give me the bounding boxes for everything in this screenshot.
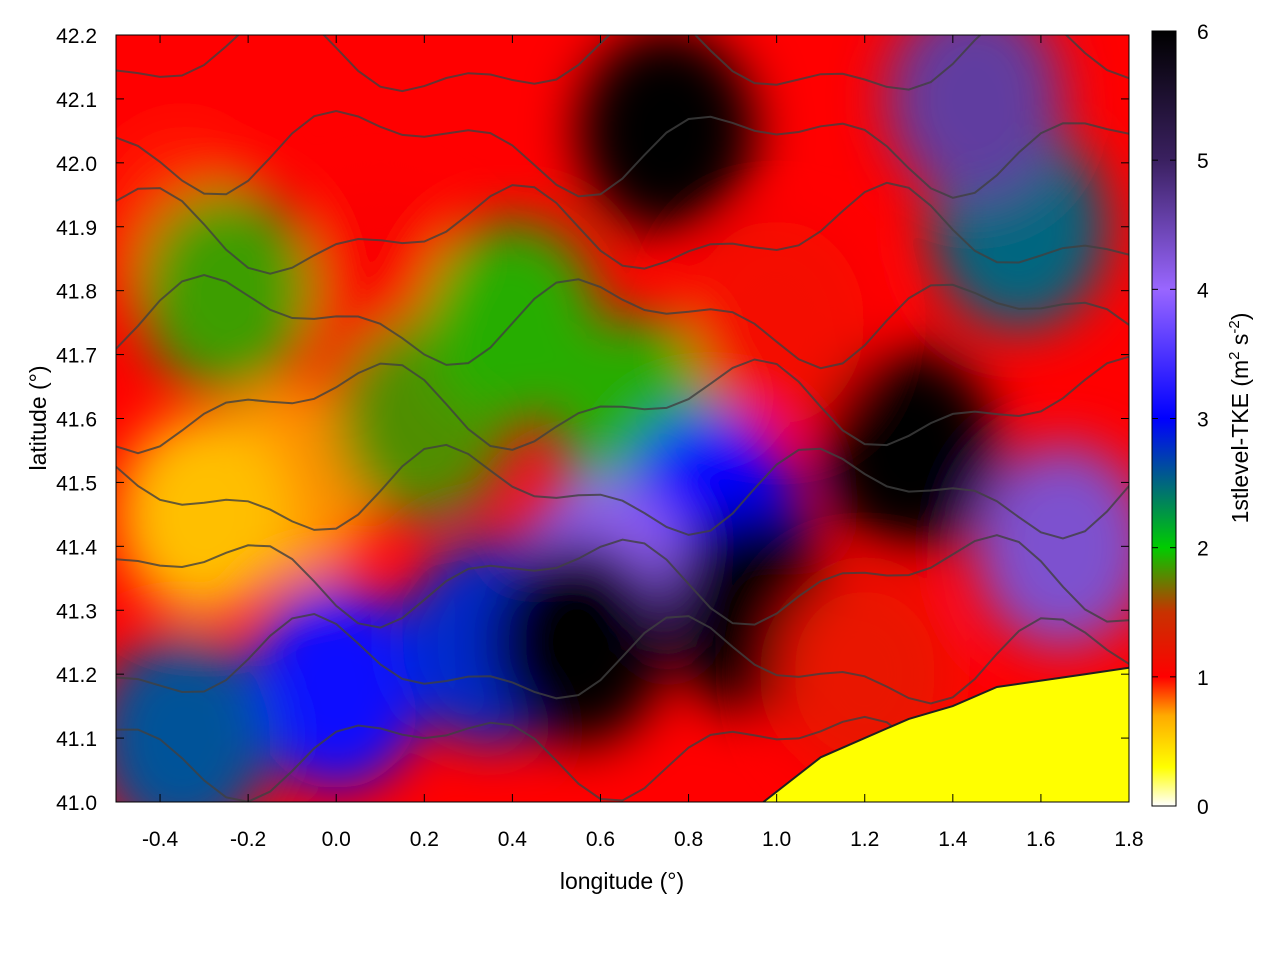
y-tick-label: 41.3	[56, 600, 97, 623]
field-region-10	[248, 584, 425, 790]
x-tick-label: 1.0	[762, 828, 791, 851]
field-region-18	[974, 444, 1129, 649]
y-tick-label: 41.5	[56, 472, 97, 495]
colorbar-title-sup2: -2	[1226, 320, 1243, 333]
y-tick-label: 41.9	[56, 217, 97, 240]
y-axis: 41.0 41.1 41.2 41.3 41.4 41.5 41.6 41.7 41.8 41.9…	[56, 25, 1129, 815]
y-tick-label: 42.1	[56, 89, 97, 112]
x-tick-label: 0.4	[498, 828, 528, 851]
x-tick-label: -0.2	[230, 828, 266, 851]
sea-region	[762, 666, 1129, 802]
x-axis: -0.4 -0.2 0.0 0.2 0.4 0.6 0.8 1.0 1.2 1.4 1.6 1.8	[142, 35, 1144, 851]
y-tick-label: 42.0	[56, 153, 97, 176]
colorbar-title-main: 1stlevel-TKE (m	[1227, 360, 1253, 524]
colorbar-title: 1stlevel-TKE (m2 s-2)	[1226, 313, 1253, 524]
contour-line	[116, 273, 1129, 370]
y-tick-label: 42.2	[56, 25, 97, 48]
field-region-19	[886, 35, 1063, 202]
colorbar-tick-label: 1	[1197, 667, 1209, 690]
field-region-11	[116, 635, 271, 802]
colorbar-tick-label: 5	[1197, 150, 1209, 173]
colorbar-tick-label: 0	[1197, 796, 1209, 819]
y-tick-label: 41.6	[56, 409, 97, 432]
x-tick-label: 0.8	[674, 828, 703, 851]
colorbar-title-sup1: 2	[1226, 351, 1243, 359]
contour-line	[116, 35, 1129, 93]
x-tick-label: 1.8	[1114, 828, 1143, 851]
contour-line	[116, 612, 1129, 705]
colorbar-ticks: 0 1 2 3 4 5 6	[1152, 21, 1209, 819]
x-tick-label: 1.6	[1026, 828, 1055, 851]
x-tick-label: 0.0	[322, 828, 351, 851]
x-tick-label: 1.4	[938, 828, 968, 851]
contour-line	[116, 181, 1129, 275]
y-tick-label: 41.2	[56, 664, 97, 687]
contour-line	[116, 443, 1129, 540]
field-region-13	[490, 539, 667, 745]
y-axis-title: latitude (°)	[25, 365, 51, 470]
contour-line	[116, 534, 1129, 629]
colorbar-title-end: )	[1227, 313, 1253, 321]
x-axis-title: longitude (°)	[560, 868, 684, 894]
colorbar-title-mid: s	[1227, 334, 1253, 352]
x-tick-label: 0.2	[410, 828, 439, 851]
field-region-16	[820, 348, 997, 553]
y-tick-label: 41.8	[56, 281, 97, 304]
terrain-contours	[116, 35, 1129, 802]
y-tick-label: 41.7	[56, 345, 97, 368]
field-region-6	[138, 188, 315, 393]
colorbar-tick-label: 6	[1197, 21, 1209, 44]
tke-field	[116, 35, 1129, 802]
colorbar-tick-label: 3	[1197, 409, 1209, 432]
field-region-15	[578, 35, 755, 234]
field-region-3	[116, 412, 293, 617]
y-tick-label: 41.0	[56, 792, 97, 815]
y-tick-label: 41.4	[56, 536, 97, 559]
colorbar-tick-label: 2	[1197, 538, 1209, 561]
contour-line	[116, 109, 1129, 199]
x-tick-label: -0.4	[142, 828, 179, 851]
colorbar-tick-label: 4	[1197, 279, 1209, 302]
sea-fill	[763, 667, 1129, 802]
coastline	[762, 666, 1129, 802]
contour-line	[116, 355, 1129, 455]
y-tick-label: 41.1	[56, 728, 97, 751]
field-region-20	[688, 220, 865, 425]
x-tick-label: 1.2	[850, 828, 879, 851]
plot-area	[115, 34, 1130, 803]
x-tick-label: 0.6	[586, 828, 615, 851]
